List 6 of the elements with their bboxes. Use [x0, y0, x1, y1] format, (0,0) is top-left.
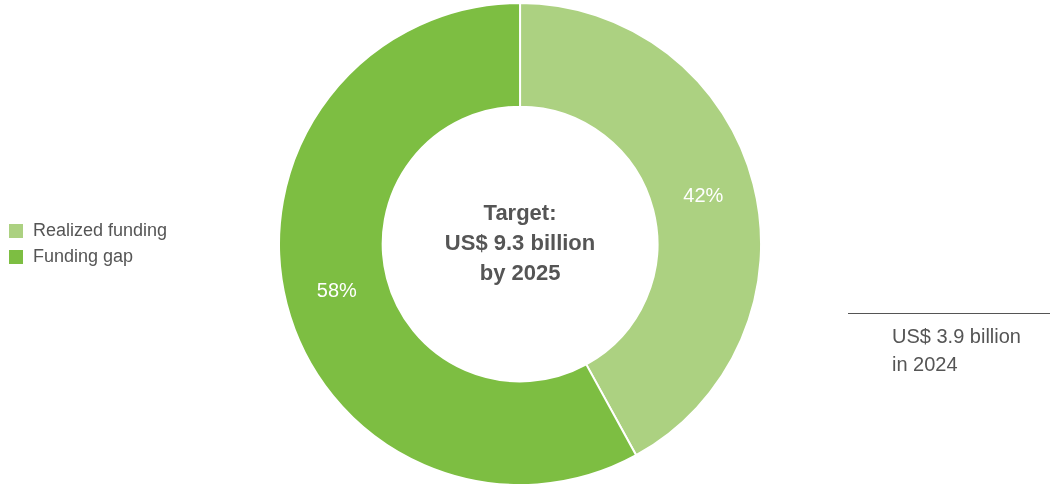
text: Target: US$ 9.3 billion by 2025	[444, 200, 596, 286]
text: US$ 3.9 billion in 2024	[892, 324, 1021, 377]
data-label: 58%	[316, 278, 358, 301]
data-label: 42%	[683, 184, 724, 207]
legend-label: Realized funding	[33, 219, 168, 240]
legend-label: Funding gap	[33, 245, 134, 266]
